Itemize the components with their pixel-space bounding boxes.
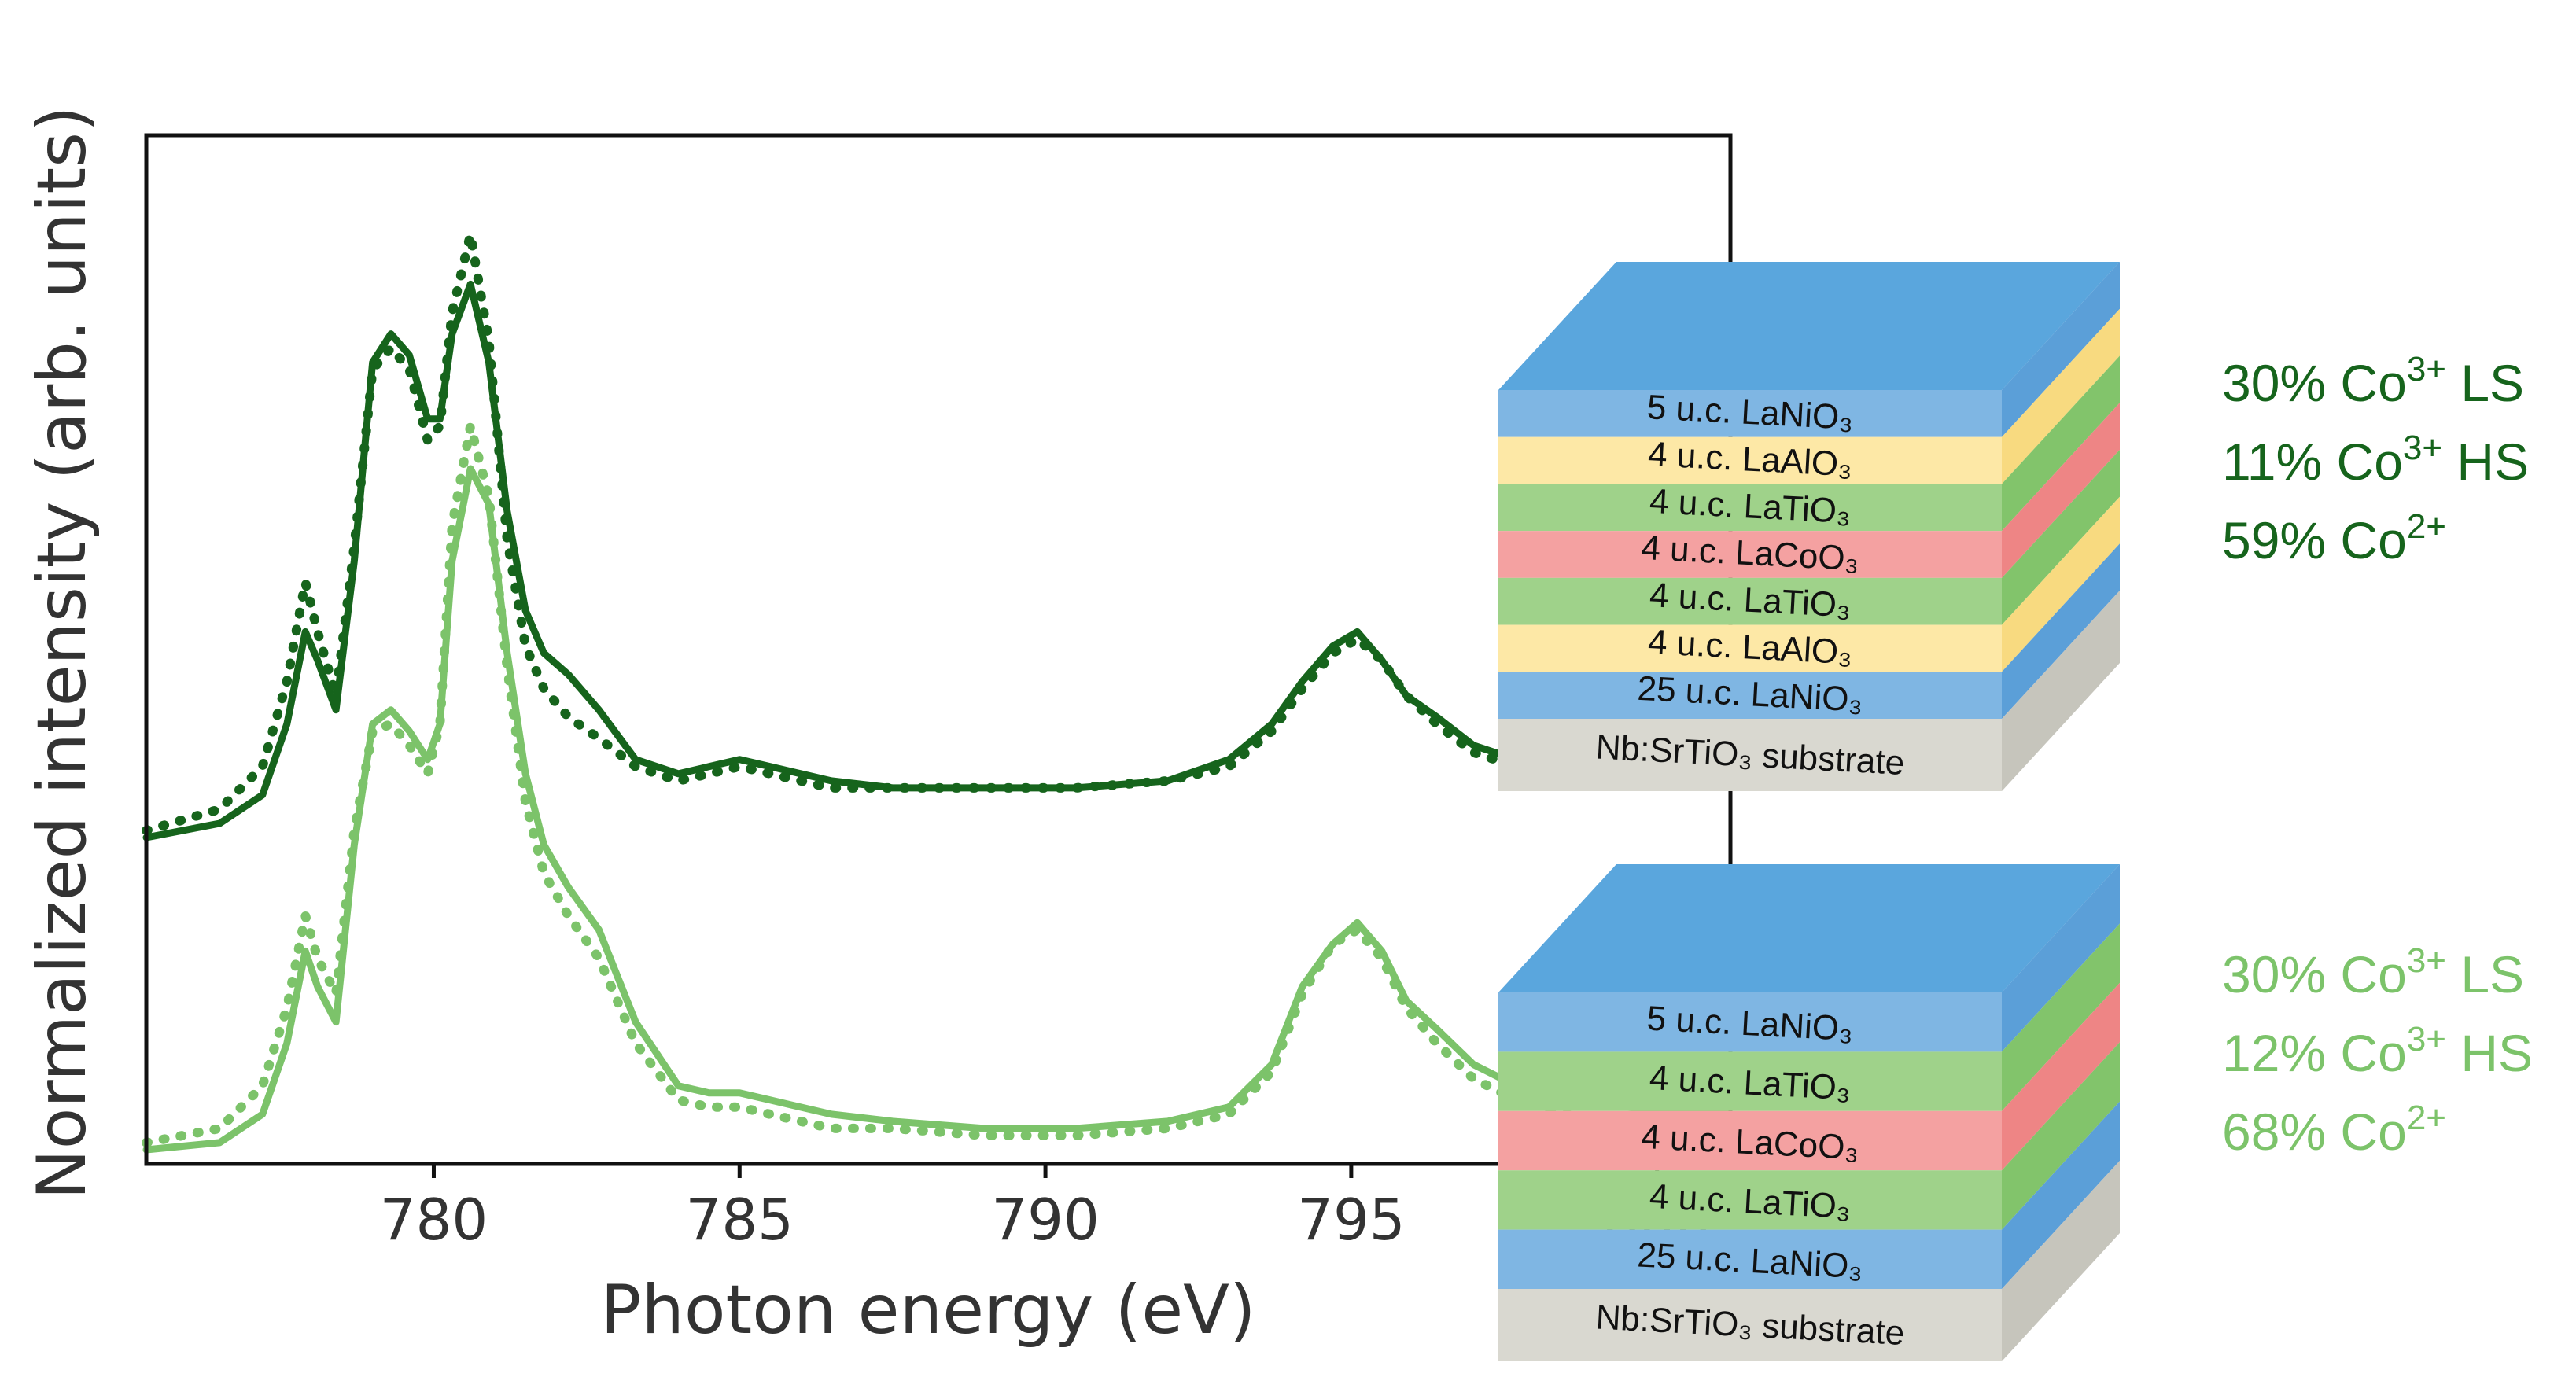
layer-side-face: [2002, 543, 2120, 719]
composition-state: LS: [2446, 945, 2524, 1003]
stack-top-face: [1498, 262, 2120, 390]
layer-front-face: [1498, 436, 2002, 484]
composition-value: 30% Co: [2222, 945, 2407, 1003]
x-tick-label: 795: [1297, 1187, 1405, 1253]
series-line-2-dotted: [142, 230, 1735, 835]
series-layer: [142, 230, 1735, 1154]
layer-front-face: [1498, 624, 2002, 672]
composition-state: HS: [2446, 1024, 2533, 1082]
x-axis-ticks: 780785790795800: [380, 1164, 1711, 1253]
layer-front-face: [1498, 672, 2002, 719]
composition-value: 68% Co: [2222, 1103, 2407, 1161]
composition-charge: 3+: [2403, 429, 2442, 467]
substrate-front-face: [1498, 1289, 2002, 1361]
layer-front-face: [1498, 1110, 2002, 1171]
composition-line: 30% Co3+ LS: [2222, 941, 2524, 1003]
layer-front-face: [1498, 390, 2002, 437]
layer-side-face: [2002, 1101, 2120, 1289]
substrate-front-face: [1498, 719, 2002, 791]
composition-line: 30% Co3+ LS: [2222, 350, 2524, 412]
composition-line: 11% Co3+ HS: [2222, 429, 2529, 491]
layer-side-face: [2002, 308, 2120, 484]
layer-front-face: [1498, 484, 2002, 532]
series-line-4-dotted: [142, 421, 1735, 1147]
composition-charge: 2+: [2407, 1099, 2446, 1137]
layer-front-face: [1498, 577, 2002, 625]
composition-charge: 3+: [2407, 1020, 2446, 1059]
layer-front-face: [1498, 531, 2002, 578]
layer-side-face: [2002, 449, 2120, 625]
composition-value: 59% Co: [2222, 511, 2407, 569]
layer-front-face: [1498, 1229, 2002, 1289]
composition-charge: 3+: [2407, 941, 2446, 980]
layer-side-face: [2002, 355, 2120, 532]
layer-side-face: [2002, 923, 2120, 1111]
composition-line: 59% Co2+: [2222, 507, 2446, 569]
composition-line: 12% Co3+ HS: [2222, 1020, 2533, 1082]
layer-side-face: [2002, 403, 2120, 578]
x-tick-label: 785: [686, 1187, 794, 1253]
x-tick-label: 780: [380, 1187, 488, 1253]
layer-side-face: [2002, 1042, 2120, 1230]
composition-state: HS: [2442, 433, 2529, 491]
series-line-3-solid: [142, 465, 1734, 1154]
substrate-side-face: [2002, 1161, 2120, 1361]
layer-front-face: [1498, 1170, 2002, 1230]
composition-value: 11% Co: [2222, 433, 2403, 491]
stack-top-face: [1498, 864, 2120, 992]
composition-charge: 2+: [2407, 507, 2446, 546]
layer-side-face: [2002, 262, 2120, 437]
composition-value: 30% Co: [2222, 354, 2407, 412]
y-axis-label: Normalized intensity (arb. units): [23, 105, 101, 1199]
spectrum-plot: 780785790795800 Photon energy (eV) Norma…: [23, 105, 1735, 1349]
layer-front-face: [1498, 992, 2002, 1052]
x-tick-label: 790: [991, 1187, 1099, 1253]
plot-frame: [144, 133, 1733, 1166]
layer-side-face: [2002, 982, 2120, 1171]
layer-front-face: [1498, 1051, 2002, 1111]
composition-state: LS: [2446, 354, 2524, 412]
layer-side-face: [2002, 864, 2120, 1052]
substrate-side-face: [2002, 591, 2120, 791]
composition-value: 12% Co: [2222, 1024, 2407, 1082]
x-axis-label: Photon energy (eV): [601, 1271, 1256, 1349]
layer-side-face: [2002, 496, 2120, 672]
composition-line: 68% Co2+: [2222, 1099, 2446, 1161]
composition-charge: 3+: [2407, 350, 2446, 388]
